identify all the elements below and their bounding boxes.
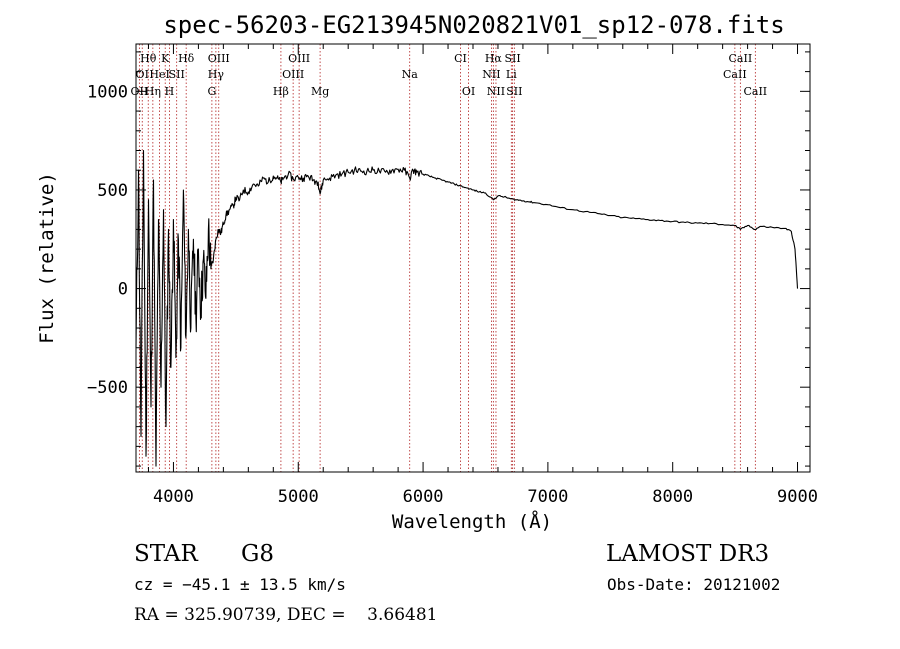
x-tick-label: 6000 xyxy=(403,487,444,507)
spectral-subclass: G8 xyxy=(241,541,274,567)
plot-frame xyxy=(135,43,811,473)
marker-label: CaII xyxy=(729,52,753,65)
y-tick-label: 0 xyxy=(118,280,128,300)
marker-label: OIII xyxy=(288,52,310,65)
marker-label: Hα xyxy=(485,52,503,65)
marker-label: NII xyxy=(482,68,500,81)
marker-label: CI xyxy=(454,52,467,65)
marker-label: OIII xyxy=(282,68,304,81)
observation-date: Obs-Date: 20121002 xyxy=(607,575,780,594)
survey-name: LAMOST DR3 xyxy=(606,541,769,567)
x-tick-label: 8000 xyxy=(652,487,693,507)
chart-title: spec-56203-EG213945N020821V01_sp12-078.f… xyxy=(163,11,784,39)
marker-label: OI xyxy=(462,85,475,98)
marker-label: SII xyxy=(504,52,520,65)
marker-lines xyxy=(138,44,756,472)
x-tick-label: 4000 xyxy=(153,487,194,507)
marker-labels: OIIOIHθHηHeIKHSIIHδGHγOIIIHβOIIIOIIIMgNa… xyxy=(131,52,768,98)
y-axis-label: Flux (relative) xyxy=(36,172,58,344)
coordinates: RA = 325.90739, DEC = 3.66481 xyxy=(134,605,437,625)
marker-label: NII xyxy=(487,85,505,98)
marker-label: Hθ xyxy=(140,52,157,65)
x-tick-label: 5000 xyxy=(278,487,319,507)
y-tick-label: 1000 xyxy=(87,82,128,102)
marker-label: SII xyxy=(169,68,185,81)
marker-label: Mg xyxy=(311,85,329,98)
object-class: STAR xyxy=(134,541,198,567)
marker-label: HeI xyxy=(149,68,169,81)
x-tick-label: 9000 xyxy=(777,487,818,507)
marker-label: Na xyxy=(402,68,419,81)
x-axis-label: Wavelength (Å) xyxy=(392,510,552,533)
x-tick-label: 7000 xyxy=(527,487,568,507)
marker-label: Li xyxy=(506,68,517,81)
y-tick-label: −500 xyxy=(87,378,128,398)
marker-label: SII xyxy=(506,85,522,98)
redshift-cz: cz = −45.1 ± 13.5 km/s xyxy=(134,575,346,594)
marker-label: Hδ xyxy=(178,52,195,65)
x-axis: 4000 5000 6000 7000 8000 9000 xyxy=(147,44,818,507)
marker-label: OIII xyxy=(208,52,230,65)
marker-label: G xyxy=(207,85,216,98)
y-axis: −500 0 500 1000 xyxy=(87,51,810,467)
y-tick-label: 500 xyxy=(97,181,128,201)
marker-label: H xyxy=(165,85,175,98)
marker-label: OI xyxy=(136,68,149,81)
marker-label: Hβ xyxy=(273,85,289,98)
marker-label: CaII xyxy=(743,85,767,98)
flux-curve xyxy=(135,149,799,467)
marker-label: K xyxy=(161,52,170,65)
marker-label: Hη xyxy=(145,85,161,98)
marker-label: Hγ xyxy=(208,68,225,81)
marker-label: CaII xyxy=(723,68,747,81)
